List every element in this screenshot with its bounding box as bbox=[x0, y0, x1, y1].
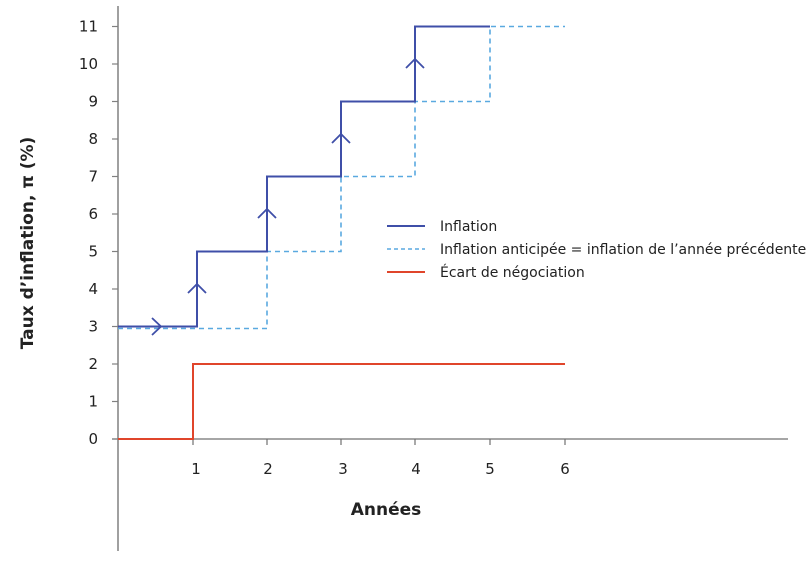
direction-arrows bbox=[151, 57, 425, 336]
legend-label: Inflation anticipée = inflation de l’ann… bbox=[440, 242, 806, 258]
legend-label: Inflation bbox=[440, 219, 497, 235]
y-axis-title: Taux d’inflation, π (%) bbox=[18, 137, 38, 350]
y-tick-label: 6 bbox=[88, 205, 98, 223]
series-inflation bbox=[118, 25, 490, 328]
series-ecart-negociation bbox=[118, 363, 565, 440]
arrow-right-icon bbox=[151, 317, 163, 336]
y-tick-labels: 0 1 2 3 4 5 6 7 8 9 10 11 bbox=[79, 18, 98, 449]
y-tick-label: 9 bbox=[88, 93, 98, 111]
arrow-up-icon bbox=[331, 132, 351, 144]
y-tick-label: 5 bbox=[88, 243, 98, 261]
y-tick-label: 2 bbox=[88, 355, 98, 373]
legend: Inflation Inflation anticipée = inflatio… bbox=[387, 219, 806, 281]
y-tick-label: 4 bbox=[88, 280, 98, 298]
y-tick-label: 1 bbox=[88, 393, 98, 411]
x-tick-label: 2 bbox=[263, 460, 273, 478]
x-tick-label: 5 bbox=[485, 460, 495, 478]
arrow-up-icon bbox=[257, 207, 277, 219]
x-tick-labels: 1 2 3 4 5 6 bbox=[191, 460, 570, 478]
y-ticks bbox=[112, 25, 118, 440]
arrow-up-icon bbox=[405, 57, 425, 69]
y-tick-label: 11 bbox=[79, 18, 98, 36]
y-tick-label: 7 bbox=[88, 168, 98, 186]
arrow-up-icon bbox=[187, 282, 207, 294]
y-tick-label: 0 bbox=[88, 430, 98, 448]
y-tick-label: 8 bbox=[88, 130, 98, 148]
x-tick-label: 6 bbox=[560, 460, 570, 478]
x-tick-label: 3 bbox=[338, 460, 348, 478]
legend-label: Écart de négociation bbox=[440, 264, 585, 281]
x-tick-label: 1 bbox=[191, 460, 201, 478]
x-axis-title: Années bbox=[351, 500, 422, 520]
x-ticks bbox=[192, 439, 566, 445]
y-tick-label: 3 bbox=[88, 318, 98, 336]
y-tick-label: 10 bbox=[79, 55, 98, 73]
x-tick-label: 4 bbox=[411, 460, 421, 478]
